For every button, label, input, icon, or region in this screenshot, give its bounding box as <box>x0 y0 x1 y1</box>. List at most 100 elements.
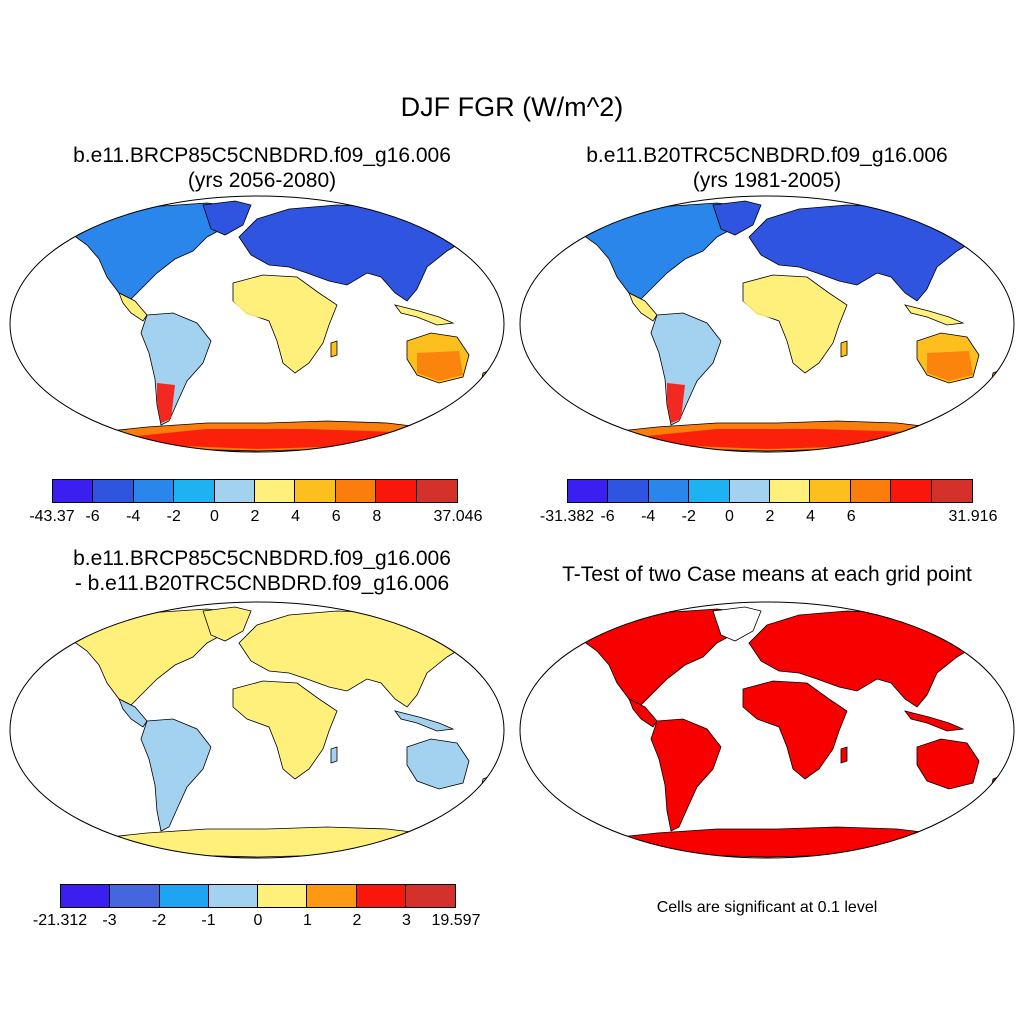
panel-3-colorbar-labels: -21.312 -3 -2 -1 0 1 2 3 19.597 <box>33 912 481 932</box>
colorbar-swatch <box>850 480 892 502</box>
map-boundary <box>519 601 1015 859</box>
colorbar-tick-label: 0 <box>724 508 734 525</box>
map-region-africa <box>742 274 848 374</box>
map-region-indonesia <box>904 710 965 732</box>
map-region-madagascar <box>330 746 338 764</box>
map-region-northamerica <box>68 202 240 300</box>
colorbar-swatch <box>769 480 811 502</box>
map-region-africa <box>232 680 338 780</box>
map-region-greenland <box>202 200 252 236</box>
map-region-southamerica <box>140 312 212 426</box>
colorbar-tick-label: 3 <box>402 912 411 929</box>
colorbar-swatch <box>356 885 406 907</box>
map-region-madagascar <box>840 746 848 764</box>
colorbar-tick-label: -2 <box>151 912 167 929</box>
map-boundary <box>9 601 505 859</box>
panel-1-colorbar <box>52 479 458 503</box>
map-region-centralamerica <box>628 698 658 728</box>
map-region-greenland <box>202 606 252 642</box>
map-region-southamerica <box>650 312 722 426</box>
panel-2-map <box>519 195 1015 453</box>
colorbar-swatch <box>159 885 209 907</box>
colorbar-tick-label: 0 <box>253 912 263 929</box>
map-region-northamerica <box>68 608 240 706</box>
colorbar-swatch <box>608 480 649 502</box>
map-region-australia <box>406 738 470 790</box>
panel-3-title: b.e11.BRCP85C5CNBDRD.f09_g16.006 - b.e11… <box>12 546 512 596</box>
colorbar-swatch <box>174 480 215 502</box>
map-shading <box>667 383 685 423</box>
colorbar-tick-label: 2 <box>250 508 260 525</box>
panel-1-title: b.e11.BRCP85C5CNBDRD.f09_g16.006 (yrs 20… <box>12 143 512 193</box>
panel-1-title-line-1: b.e11.BRCP85C5CNBDRD.f09_g16.006 <box>73 144 451 167</box>
panel-4-title-line-1: T-Test of two Case means at each grid po… <box>562 563 972 586</box>
colorbar-tick-label: -21.312 <box>32 912 88 929</box>
colorbar-swatch <box>689 480 730 502</box>
panel-2-colorbar <box>567 479 973 503</box>
panel-4-map <box>519 601 1015 859</box>
panel-4-title: T-Test of two Case means at each grid po… <box>517 562 1017 587</box>
colorbar-swatch <box>307 885 357 907</box>
panel-3-colorbar <box>60 884 456 908</box>
colorbar-swatch <box>648 480 690 502</box>
panel-3-map <box>9 601 505 859</box>
colorbar-tick-label: -2 <box>681 508 696 525</box>
map-boundary <box>9 195 505 453</box>
colorbar-tick-label: -3 <box>102 912 117 929</box>
panel-1-title-line-2: (yrs 2056-2080) <box>187 169 337 192</box>
map-region-centralamerica <box>118 292 148 322</box>
colorbar-swatch <box>810 480 851 502</box>
colorbar-tick-label: 31.916 <box>948 508 998 525</box>
colorbar-tick-label: -6 <box>600 508 615 525</box>
map-boundary <box>519 195 1015 453</box>
colorbar-swatch <box>376 480 417 502</box>
colorbar-tick-label: -2 <box>166 508 181 525</box>
panel-2-title-line-1: b.e11.B20TRC5CNBDRD.f09_g16.006 <box>586 144 948 167</box>
figure-title: DJF FGR (W/m^2) <box>400 92 624 122</box>
panel-1-colorbar-labels: -43.37 -6 -4 -2 0 2 4 6 8 37.046 <box>29 508 482 528</box>
map-region-indonesia <box>394 304 455 326</box>
map-shading <box>157 383 175 423</box>
colorbar-tick-label: -31.382 <box>539 508 595 525</box>
colorbar-tick-label: -6 <box>85 508 100 525</box>
map-shading <box>417 351 463 381</box>
colorbar-swatch <box>258 885 308 907</box>
panel-2-colorbar-labels: -31.382 -6 -4 -2 0 2 4 6 31.916 <box>540 508 998 528</box>
colorbar-tick-label: -43.37 <box>29 508 75 525</box>
colorbar-swatch <box>931 480 972 502</box>
colorbar-swatch <box>61 885 111 907</box>
colorbar-tick-label: 2 <box>352 912 362 929</box>
colorbar-swatch <box>405 885 455 907</box>
map-shading <box>927 351 973 381</box>
map-region-madagascar <box>840 340 848 358</box>
colorbar-tick-label: 4 <box>291 508 301 525</box>
colorbar-swatch <box>729 480 770 502</box>
significance-note: Cells are significant at 0.1 level <box>656 899 878 916</box>
map-region-centralamerica <box>628 292 658 322</box>
map-region-greenland <box>712 200 762 236</box>
colorbar-swatch <box>416 480 457 502</box>
colorbar-tick-label: -4 <box>641 508 656 525</box>
panel-2-title-line-2: (yrs 1981-2005) <box>692 169 842 192</box>
colorbar-swatch <box>93 480 134 502</box>
colorbar-swatch <box>254 480 296 502</box>
panel-3-title-line-2: - b.e11.B20TRC5CNBDRD.f09_g16.006 <box>74 572 450 595</box>
colorbar-swatch <box>53 480 94 502</box>
map-shading <box>233 301 327 323</box>
map-region-southamerica <box>140 718 212 832</box>
map-region-australia <box>916 738 980 790</box>
colorbar-swatch <box>891 480 932 502</box>
map-region-northamerica <box>578 608 750 706</box>
panel-2-title: b.e11.B20TRC5CNBDRD.f09_g16.006 (yrs 198… <box>517 143 1017 193</box>
colorbar-tick-label: 8 <box>372 508 382 525</box>
map-region-northamerica <box>578 202 750 300</box>
colorbar-tick-label: 6 <box>846 508 856 525</box>
colorbar-swatch <box>295 480 336 502</box>
map-region-southamerica <box>650 718 722 832</box>
colorbar-tick-label: 1 <box>303 912 312 929</box>
colorbar-swatch <box>133 480 175 502</box>
map-region-madagascar <box>330 340 338 358</box>
map-region-indonesia <box>904 304 965 326</box>
colorbar-tick-label: 19.597 <box>431 912 481 929</box>
map-shading <box>743 301 837 323</box>
